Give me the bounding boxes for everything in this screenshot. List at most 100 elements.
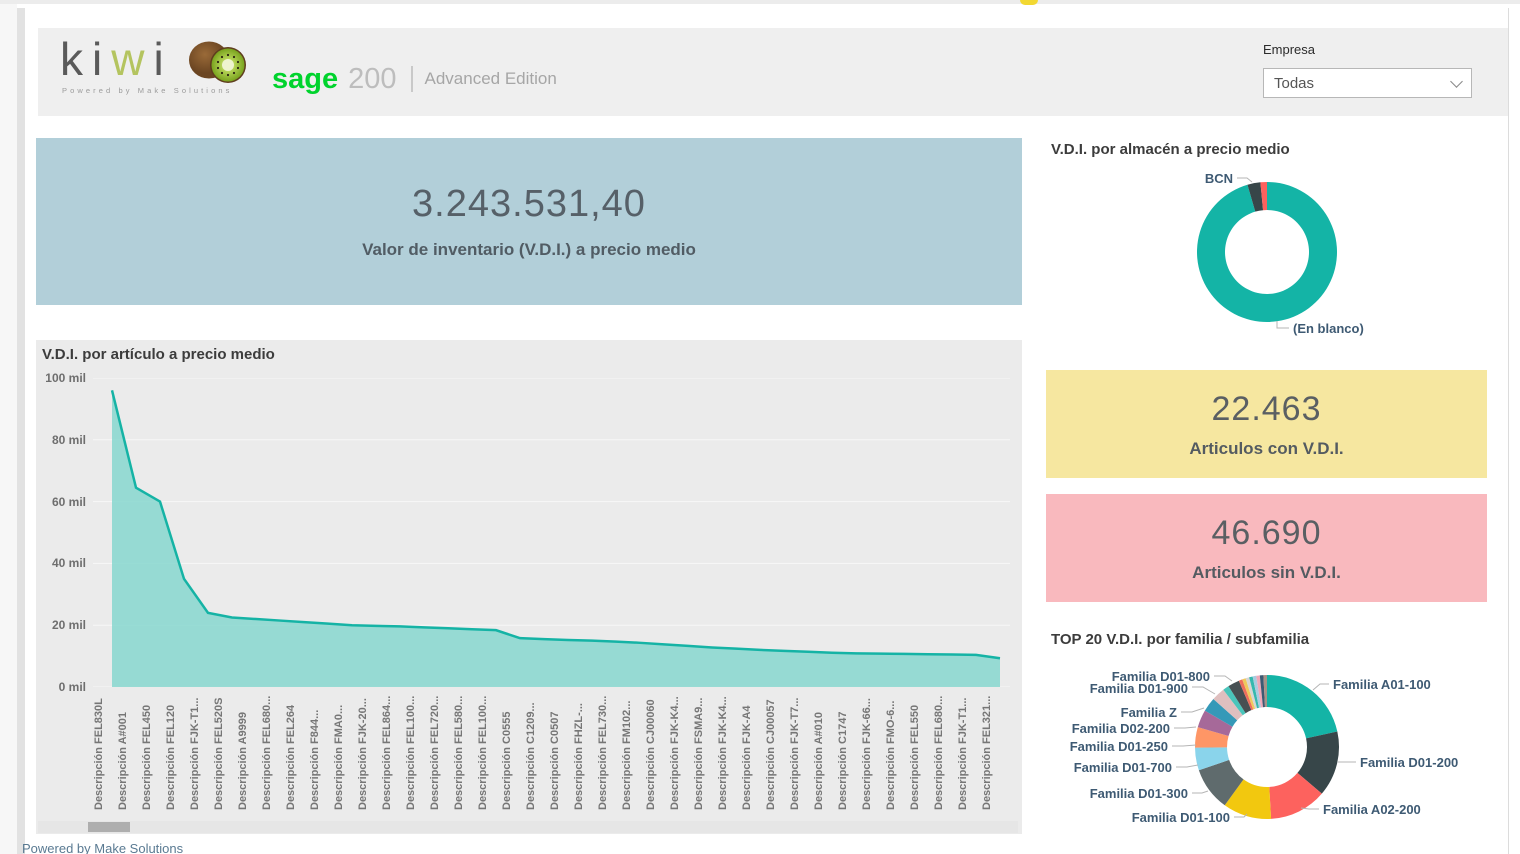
donut-slice-familia-d01-300[interactable]	[1198, 759, 1244, 806]
x-axis-label: Descripción FJK-T7...	[788, 697, 801, 810]
callout-label-familia-d01-900: Familia D01-900	[1089, 681, 1188, 696]
y-axis-tick: 0 mil	[58, 680, 86, 694]
scrollbar-thumb[interactable]	[88, 822, 130, 832]
donut-slice-familia-d01-100[interactable]	[1224, 779, 1272, 820]
empresa-dropdown[interactable]: Todas	[1263, 68, 1472, 98]
y-axis-tick: 60 mil	[51, 494, 86, 509]
x-axis-label: Descripción FJK-K4...	[668, 696, 681, 810]
empresa-label: Empresa	[1263, 42, 1316, 57]
left-edge-shadow	[17, 8, 25, 854]
donut-slice[interactable]	[1260, 182, 1267, 211]
donut-slice[interactable]	[1259, 675, 1265, 708]
area-chart-plot[interactable]	[93, 378, 1010, 687]
donut-slice[interactable]	[1223, 686, 1246, 716]
x-axis-label: Descripción FJK-K4...	[716, 696, 729, 810]
browser-top-strip	[0, 0, 1520, 4]
x-axis-label: Descripción F844...	[308, 709, 321, 810]
kiwi-letter: w	[111, 33, 154, 85]
area-fill[interactable]	[112, 390, 1000, 687]
powered-by-text: Powered by Make Solutions	[22, 841, 184, 854]
callout-label-familia-d01-300: Familia D01-300	[1089, 786, 1188, 801]
donut-slice--en-blanco-[interactable]	[1197, 182, 1338, 322]
kpi-label: Valor de inventario (V.D.I.) a precio me…	[362, 240, 696, 259]
kpi-value: 46.690	[1211, 513, 1322, 552]
area-chart-title: V.D.I. por artículo a precio medio	[42, 346, 275, 363]
area-line[interactable]	[110, 390, 1001, 660]
x-axis-label: Descripción FM102...	[620, 700, 633, 810]
donut-almacen-chart[interactable]	[1046, 150, 1487, 350]
y-axis-tick: 40 mil	[51, 556, 86, 571]
sage-edition: Advanced Edition	[424, 69, 557, 88]
horizontal-scrollbar[interactable]	[38, 821, 1018, 833]
x-axis-label: Descripción A#010	[812, 711, 825, 810]
x-axis-label: Descripción C1209...	[524, 702, 537, 810]
x-axis-label: Descripción FEL520S	[212, 697, 225, 811]
x-axis-label: Descripción FJK-66...	[860, 698, 873, 810]
donut-slice-familia-d01-250[interactable]	[1194, 727, 1229, 748]
donut-slice-familia-a01-100[interactable]	[1267, 675, 1338, 739]
kpi-card-articulos-sin-vdi[interactable]: 46.690 Articulos sin V.D.I.	[1046, 494, 1487, 602]
x-axis-label: Descripción C1747	[836, 711, 849, 810]
donut-slice[interactable]	[1249, 676, 1260, 709]
kpi-label: Articulos con V.D.I.	[1189, 438, 1344, 458]
x-axis-label: Descripción CJ00060	[644, 699, 657, 810]
x-axis-label: Descripción FEL450	[140, 704, 153, 810]
x-axis-label: Descripción A#001	[116, 711, 129, 810]
callout-label-familia-d02-200: Familia D02-200	[1071, 721, 1170, 736]
x-axis-label: Descripción CJ00057	[764, 699, 777, 810]
callout-label-familia-d01-250: Familia D01-250	[1069, 739, 1168, 754]
x-axis-label: Descripción FEL720...	[428, 695, 441, 810]
kpi-value: 3.243.531,40	[412, 183, 646, 225]
donut-slice-familia-z[interactable]	[1204, 698, 1238, 727]
kiwi-wordmark: kiwi	[60, 36, 173, 82]
donut-slice[interactable]	[1252, 675, 1261, 708]
donut-slice-familia-d02-200[interactable]	[1197, 710, 1233, 736]
callout-label-familia-a01-100: Familia A01-100	[1333, 677, 1431, 692]
donut-familia-chart[interactable]	[1046, 650, 1487, 854]
x-axis-label: Descripción FEL321...	[980, 695, 993, 810]
donut-slice-bcn[interactable]	[1247, 182, 1264, 212]
area-chart-panel[interactable]: V.D.I. por artículo a precio medio 100 m…	[36, 340, 1022, 834]
x-axis-label: Descripción FEL580...	[452, 695, 465, 810]
donut-slice[interactable]	[1256, 675, 1263, 708]
donut-slice-familia-a02-200[interactable]	[1269, 772, 1322, 819]
donut-almacen-title: V.D.I. por almacén a precio medio	[1051, 141, 1290, 158]
donut-slice-familia-d01-200[interactable]	[1297, 731, 1339, 794]
kpi-card-articulos-con-vdi[interactable]: 22.463 Articulos con V.D.I.	[1046, 370, 1487, 478]
x-axis-label: Descripción FEL100...	[476, 695, 489, 810]
x-axis-label: Descripción FEL730...	[596, 695, 609, 810]
x-axis-label: Descripción C0555	[500, 711, 513, 810]
kiwi-tagline: Powered by Make Solutions	[62, 86, 233, 95]
kpi-card-inventory-value[interactable]: 3.243.531,40 Valor de inventario (V.D.I.…	[36, 138, 1022, 305]
chevron-down-icon	[1450, 74, 1463, 88]
x-axis-label: Descripción FEL680...	[932, 695, 945, 810]
kpi-label: Articulos sin V.D.I.	[1192, 562, 1341, 582]
sage-logo: sage 200 Advanced Edition	[272, 62, 557, 96]
x-axis-label: Descripción FEL550	[908, 704, 921, 810]
donut-slice[interactable]	[1242, 678, 1256, 710]
empresa-selected-value: Todas	[1274, 74, 1315, 92]
x-axis-label: Descripción FMO-6...	[884, 700, 897, 810]
callout-label-familia-d01-200: Familia D01-200	[1360, 755, 1459, 770]
y-axis-tick: 100 mil	[45, 371, 86, 385]
x-axis-label: Descripción FEL680...	[260, 695, 273, 810]
donut-slice-familia-d01-700[interactable]	[1195, 747, 1230, 771]
x-axis-label: Descripción A9999	[236, 711, 249, 810]
x-axis-label: Descripción FSMA9...	[692, 697, 705, 810]
kiwi-fruit-icon	[188, 34, 250, 95]
donut-slice[interactable]	[1263, 675, 1267, 708]
callout-label-familia-d01-800: Familia D01-800	[1111, 669, 1210, 684]
callout-label-en-blanco: (En blanco)	[1293, 321, 1364, 336]
y-axis-tick: 20 mil	[51, 618, 86, 633]
donut-slice-familia-d01-900[interactable]	[1213, 689, 1243, 721]
callout-label-familia-z: Familia Z	[1120, 705, 1177, 720]
kiwi-letter: i	[92, 33, 112, 85]
donut-slice-familia-d01-800[interactable]	[1228, 680, 1252, 714]
donut-slice[interactable]	[1238, 679, 1254, 711]
x-axis-label: Descripción FMA0...	[332, 704, 345, 810]
donut-slice[interactable]	[1245, 677, 1258, 709]
callout-label-familia-d01-700: Familia D01-700	[1073, 760, 1172, 775]
right-edge-line	[1508, 8, 1509, 854]
divider	[410, 66, 413, 92]
